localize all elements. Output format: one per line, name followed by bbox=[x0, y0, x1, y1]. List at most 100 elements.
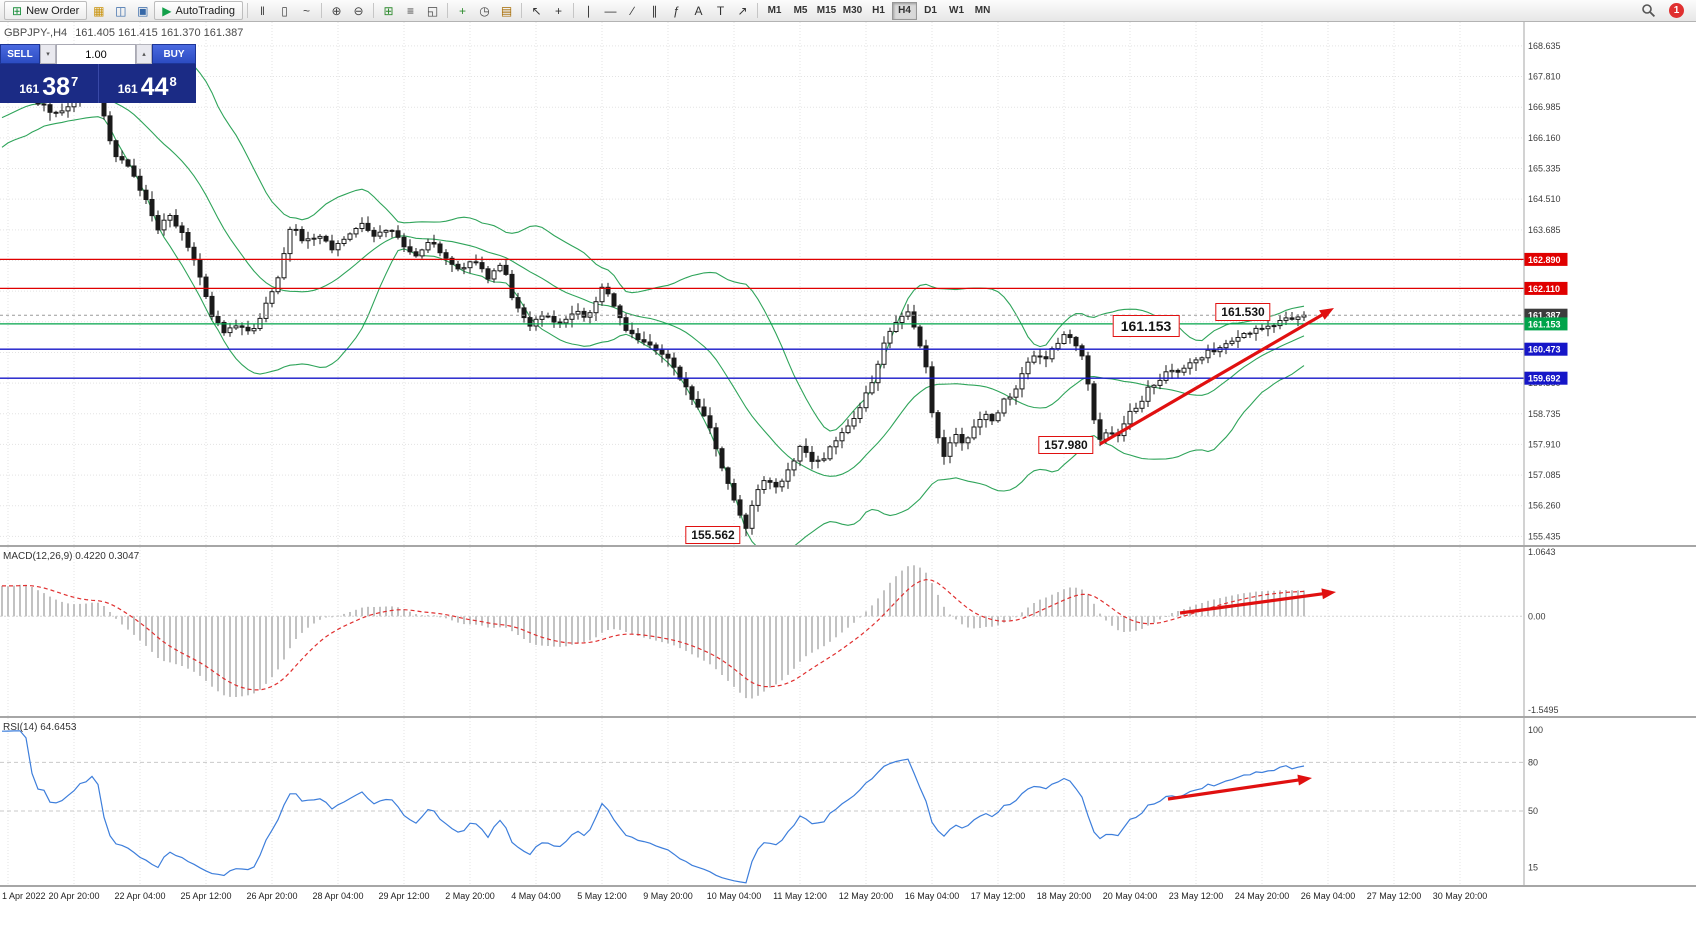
macd-panel bbox=[1, 565, 1305, 699]
time-axis-label: 24 May 20:00 bbox=[1235, 891, 1290, 901]
autotrading-button[interactable]: ▶ AutoTrading bbox=[154, 1, 244, 20]
time-axis-label: 26 May 04:00 bbox=[1301, 891, 1356, 901]
bars-view-button[interactable]: ‖ bbox=[252, 1, 273, 20]
toolbar-separator bbox=[247, 3, 249, 18]
profiles-button[interactable]: ◫ bbox=[110, 1, 131, 20]
timeframe-m5-button[interactable]: M5 bbox=[788, 2, 813, 20]
timeframe-mn-button[interactable]: MN bbox=[970, 2, 995, 20]
time-axis-label: 9 May 20:00 bbox=[643, 891, 693, 901]
rsi-panel bbox=[1, 730, 1305, 884]
volume-decrease-button[interactable]: ▾ bbox=[40, 44, 56, 64]
line-view-button[interactable]: ~ bbox=[296, 1, 317, 20]
time-axis-label: 2 May 20:00 bbox=[445, 891, 495, 901]
toolbar-separator bbox=[321, 3, 323, 18]
annotations-layer bbox=[1099, 308, 1336, 801]
buy-price[interactable]: 161 44 8 bbox=[97, 64, 197, 103]
time-axis-label: 1 Apr 2022 bbox=[2, 891, 46, 901]
new-chart-button[interactable]: + bbox=[452, 1, 473, 20]
vertical-line-tool-button[interactable]: ∣ bbox=[578, 1, 599, 20]
horizontal-line-tool-button[interactable]: ― bbox=[600, 1, 621, 20]
time-axis-label: 10 May 04:00 bbox=[707, 891, 762, 901]
svg-text:157.085: 157.085 bbox=[1528, 470, 1561, 480]
fibonacci-tool-button[interactable]: ƒ bbox=[666, 1, 687, 20]
svg-text:158.735: 158.735 bbox=[1528, 409, 1561, 419]
crosshair-button[interactable]: + bbox=[548, 1, 569, 20]
time-axis-label: 20 Apr 20:00 bbox=[48, 891, 99, 901]
svg-text:1.0643: 1.0643 bbox=[1528, 547, 1556, 557]
templates-button[interactable]: ▤ bbox=[496, 1, 517, 20]
horizontal-line-tool-icon: ― bbox=[604, 3, 617, 18]
sell-button[interactable]: SELL bbox=[0, 44, 40, 64]
data-window-button[interactable]: ▣ bbox=[132, 1, 153, 20]
trendline-tool-icon: ∕ bbox=[631, 3, 634, 18]
candles-view-icon: ▯ bbox=[281, 3, 288, 18]
time-axis-label: 11 May 12:00 bbox=[773, 891, 827, 901]
timeframe-m15-button[interactable]: M15 bbox=[814, 2, 839, 20]
timeframe-d1-button[interactable]: D1 bbox=[918, 2, 943, 20]
time-axis-label: 12 May 20:00 bbox=[839, 891, 894, 901]
toolbar-separator bbox=[447, 3, 449, 18]
charts-button[interactable]: ▦ bbox=[88, 1, 109, 20]
text-tool-button[interactable]: A bbox=[688, 1, 709, 20]
svg-text:164.510: 164.510 bbox=[1528, 194, 1561, 204]
candles-view-button[interactable]: ▯ bbox=[274, 1, 295, 20]
channel-tool-icon: ∥ bbox=[651, 3, 658, 18]
price-axis-marker bbox=[1524, 342, 1568, 356]
buy-price-sup: 8 bbox=[169, 74, 177, 89]
trendline-tool-button[interactable]: ∕ bbox=[622, 1, 643, 20]
buy-price-prefix: 161 bbox=[117, 82, 138, 97]
crosshair-icon: + bbox=[555, 3, 563, 18]
zoom-out-button[interactable]: ⊖ bbox=[348, 1, 369, 20]
cascade-windows-icon: ◱ bbox=[426, 3, 439, 18]
timeframe-m30-button[interactable]: M30 bbox=[840, 2, 865, 20]
channel-tool-button[interactable]: ∥ bbox=[644, 1, 665, 20]
volume-input[interactable] bbox=[57, 46, 135, 64]
horizontal-lines-layer bbox=[0, 258, 1524, 379]
buy-button[interactable]: BUY bbox=[152, 44, 196, 64]
svg-text:0.00: 0.00 bbox=[1528, 611, 1546, 621]
time-axis-label: 18 May 20:00 bbox=[1037, 891, 1092, 901]
svg-text:50: 50 bbox=[1528, 806, 1538, 816]
timeframe-h4-button[interactable]: H4 bbox=[892, 1, 918, 20]
profiles-icon: ◫ bbox=[115, 3, 127, 18]
svg-text:155.435: 155.435 bbox=[1528, 531, 1561, 541]
zoom-out-icon: ⊖ bbox=[353, 3, 364, 18]
search-button[interactable] bbox=[1637, 1, 1660, 20]
svg-text:162.890: 162.890 bbox=[1528, 255, 1561, 265]
new-order-button[interactable]: ⊞ New Order bbox=[4, 1, 88, 20]
cascade-windows-button[interactable]: ◱ bbox=[422, 1, 443, 20]
zoom-in-button[interactable]: ⊕ bbox=[326, 1, 347, 20]
price-axis: 168.635 167.810 166.985 166.160 165.335 164.5… bbox=[1524, 41, 1568, 873]
candles-layer bbox=[0, 73, 1307, 537]
svg-text:166.985: 166.985 bbox=[1528, 102, 1561, 112]
buy-price-main: 44 bbox=[140, 72, 169, 101]
toolbar-separator bbox=[573, 3, 575, 18]
cursor-button[interactable]: ↖ bbox=[526, 1, 547, 20]
timeframe-h1-button[interactable]: H1 bbox=[866, 2, 891, 20]
arrows-tool-button[interactable]: ↗ bbox=[732, 1, 753, 20]
autotrading-label: AutoTrading bbox=[175, 4, 236, 17]
time-axis-label: 17 May 12:00 bbox=[971, 891, 1026, 901]
search-icon bbox=[1642, 4, 1656, 18]
vertical-line-tool-icon: ∣ bbox=[585, 3, 592, 18]
svg-text:-1.5495: -1.5495 bbox=[1528, 705, 1559, 715]
svg-text:166.160: 166.160 bbox=[1528, 133, 1561, 143]
grid-layer bbox=[0, 22, 1524, 884]
panel-separators bbox=[0, 22, 1696, 887]
notification-badge[interactable]: 1 bbox=[1669, 3, 1684, 18]
time-axis-label: 20 May 04:00 bbox=[1103, 891, 1158, 901]
sell-price[interactable]: 161 38 7 bbox=[0, 64, 98, 103]
price-axis-marker bbox=[1524, 317, 1568, 331]
line-view-icon: ~ bbox=[303, 3, 311, 18]
arrange-windows-button[interactable]: ≡ bbox=[400, 1, 421, 20]
tile-windows-button[interactable]: ⊞ bbox=[378, 1, 399, 20]
timeframe-w1-button[interactable]: W1 bbox=[944, 2, 969, 20]
time-axis-label: 25 Apr 12:00 bbox=[180, 891, 231, 901]
label-tool-button[interactable]: T bbox=[710, 1, 731, 20]
volume-increase-button[interactable]: ▴ bbox=[136, 44, 152, 64]
svg-text:156.260: 156.260 bbox=[1528, 501, 1561, 511]
periods-button[interactable]: ◷ bbox=[474, 1, 495, 20]
time-axis: 1 Apr 2022 20 Apr 20:00 22 Apr 04:00 25 Apr… bbox=[2, 891, 1487, 901]
timeframe-m1-button[interactable]: M1 bbox=[762, 2, 787, 20]
